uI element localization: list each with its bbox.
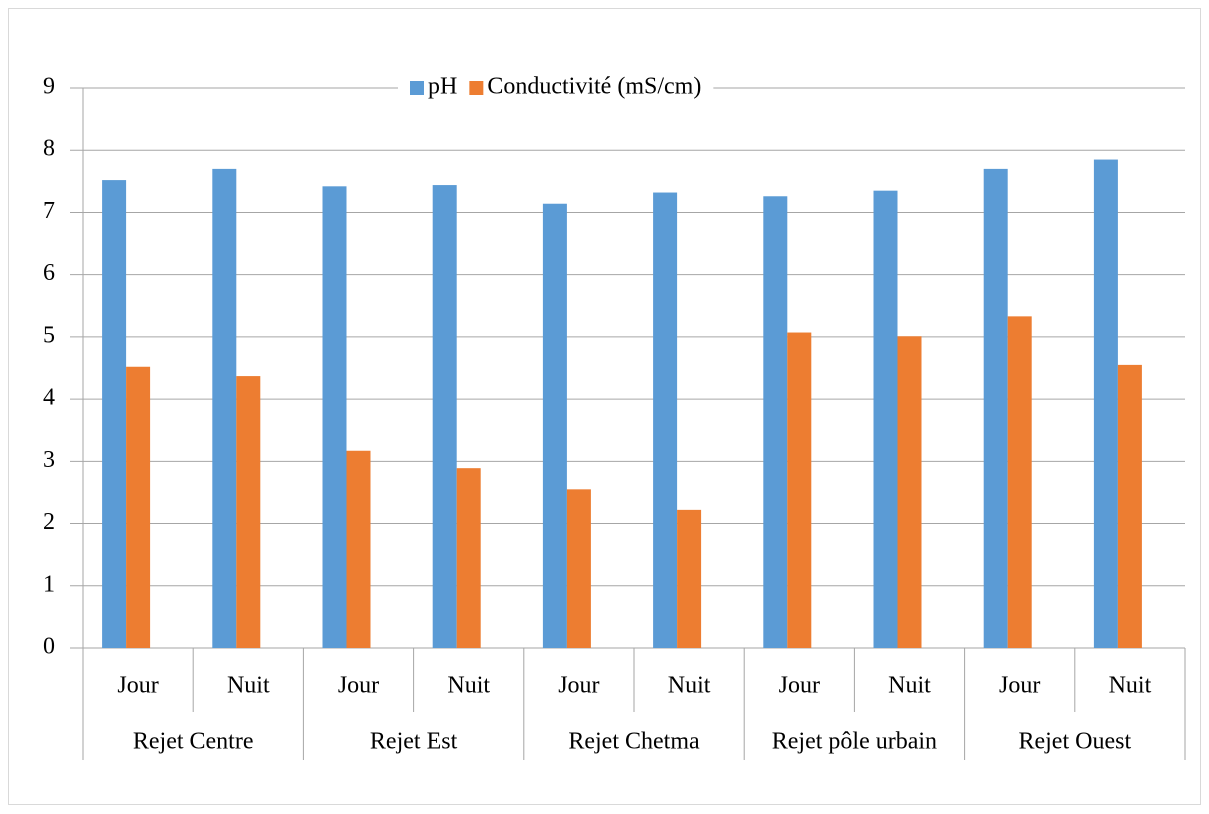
bar	[102, 180, 127, 649]
x-tick-label: Jour	[999, 673, 1040, 699]
bar	[432, 185, 457, 649]
bar	[873, 190, 898, 648]
y-tick-label: 1	[43, 571, 55, 597]
bar	[212, 168, 237, 648]
x-tick-label: Nuit	[447, 673, 490, 699]
x-tick-label: Nuit	[668, 673, 711, 699]
y-tick-label: 2	[43, 509, 55, 535]
group-label: Rejet pôle urbain	[772, 729, 937, 755]
group-label: Rejet Ouest	[1018, 729, 1131, 755]
x-tick-label: Jour	[117, 673, 158, 699]
y-tick-label: 0	[43, 634, 55, 660]
bar	[787, 332, 812, 648]
legend-swatch	[410, 81, 424, 95]
y-tick-label: 5	[43, 322, 55, 348]
bar	[542, 203, 567, 648]
bar	[236, 376, 261, 648]
bar	[566, 489, 591, 648]
legend-label: pH	[428, 74, 457, 100]
legend-background	[398, 68, 714, 108]
y-tick-label: 6	[43, 260, 55, 286]
y-tick-label: 9	[43, 74, 55, 100]
x-tick-label: Nuit	[1109, 673, 1152, 699]
x-tick-label: Jour	[779, 673, 820, 699]
bar	[897, 336, 922, 648]
group-label: Rejet Centre	[133, 729, 254, 755]
legend-swatch	[469, 81, 484, 95]
bar	[1093, 159, 1118, 649]
group-label: Rejet Est	[370, 729, 458, 755]
x-tick-label: Jour	[558, 673, 599, 699]
bar	[126, 366, 151, 648]
bar	[1007, 316, 1032, 648]
bar	[677, 509, 702, 648]
x-tick-label: Jour	[338, 673, 379, 699]
bar	[346, 450, 371, 648]
group-label: Rejet Chetma	[568, 729, 700, 755]
y-tick-label: 8	[43, 136, 55, 162]
legend-label: Conductivité (mS/cm)	[487, 74, 701, 100]
x-tick-label: Nuit	[888, 673, 931, 699]
y-tick-label: 7	[43, 198, 55, 224]
bar	[653, 192, 678, 649]
chart-border	[8, 8, 1201, 805]
y-tick-label: 4	[43, 385, 55, 411]
y-tick-label: 3	[43, 447, 55, 473]
bar	[456, 468, 481, 648]
bar	[763, 196, 788, 648]
bar	[983, 168, 1008, 648]
x-tick-label: Nuit	[227, 673, 270, 699]
bar	[1117, 364, 1142, 648]
bar	[322, 186, 347, 649]
